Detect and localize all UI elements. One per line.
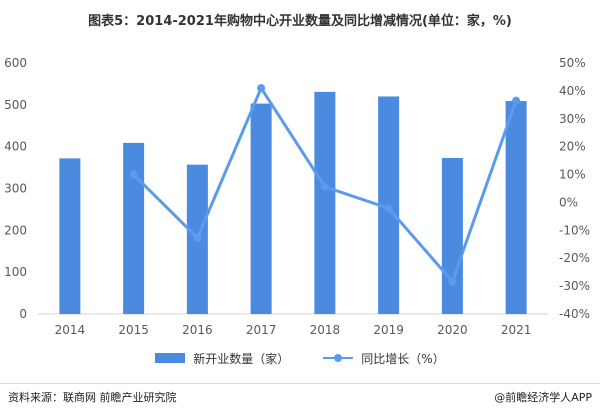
brand-text: @前瞻经济学人APP [494, 391, 592, 404]
legend-swatch-line [323, 353, 354, 363]
right-axis-tick-label: 0% [559, 195, 578, 209]
bar-2021 [505, 101, 527, 315]
x-axis-tick-label: 2018 [310, 323, 341, 337]
footer-divider [0, 383, 600, 384]
left-axis-tick-label: 100 [4, 265, 27, 279]
left-axis-tick-label: 200 [4, 223, 27, 237]
right-axis-tick-label: 30% [559, 112, 586, 126]
growth-point-2016 [193, 233, 202, 242]
x-axis-ticks: 2014 2015 2016 2017 2018 2019 2020 2021 [55, 323, 532, 337]
x-axis-tick-label: 2020 [437, 323, 468, 337]
bar-2020 [441, 157, 463, 314]
x-axis-tick-label: 2016 [182, 323, 213, 337]
legend-label-bar: 新开业数量（家） [193, 351, 290, 366]
legend-item-bar: 新开业数量（家） [155, 350, 289, 367]
right-axis-tick-label: -10% [559, 223, 590, 237]
growth-point-2018 [320, 182, 329, 191]
right-axis-tick-label: 50% [559, 56, 586, 70]
right-axis-tick-label: 20% [559, 140, 586, 154]
left-axis-tick-label: 500 [4, 98, 27, 112]
left-axis-tick-label: 0 [19, 307, 27, 321]
bar-2018 [314, 91, 336, 315]
bar-2015 [123, 142, 145, 314]
line-series [129, 84, 521, 286]
x-axis-tick-label: 2017 [246, 323, 277, 337]
x-axis-tick-label: 2015 [118, 323, 149, 337]
growth-point-2021 [512, 96, 521, 105]
left-axis-tick-label: 600 [4, 56, 27, 70]
legend-swatch-bar [155, 353, 186, 363]
right-axis-tick-label: -40% [559, 307, 590, 321]
bar-2014 [59, 158, 81, 314]
left-axis-tick-label: 300 [4, 182, 27, 196]
legend-item-line: 同比增长（%） [323, 350, 445, 367]
chart-title: 图表5：2014-2021年购物中心开业数量及同比增减情况(单位：家，%) [88, 14, 512, 29]
legend-label-line: 同比增长（%） [361, 351, 445, 366]
growth-point-2015 [129, 170, 138, 179]
left-axis-tick-label: 400 [4, 140, 27, 154]
right-axis-tick-label: 40% [559, 84, 586, 98]
bar-2017 [250, 103, 272, 314]
left-axis-ticks: 0 100 200 300 400 500 600 [4, 56, 27, 321]
right-axis-tick-label: -20% [559, 251, 590, 265]
growth-point-2019 [384, 204, 393, 213]
source-text: 资料来源：联商网 前瞻产业研究院 [8, 391, 177, 404]
right-axis-ticks: -40% -30% -20% -10% 0% 10% 20% 30% 40% 50% [559, 56, 590, 321]
x-axis-tick-label: 2021 [501, 323, 532, 337]
x-axis-tick-label: 2019 [373, 323, 404, 337]
growth-point-2020 [448, 277, 457, 286]
x-axis-tick-label: 2014 [55, 323, 86, 337]
bar-series [59, 91, 527, 315]
right-axis-tick-label: 10% [559, 168, 586, 182]
growth-point-2017 [257, 84, 266, 93]
chart-legend: 新开业数量（家） 同比增长（%） [0, 349, 600, 367]
right-axis-tick-label: -30% [559, 279, 590, 293]
